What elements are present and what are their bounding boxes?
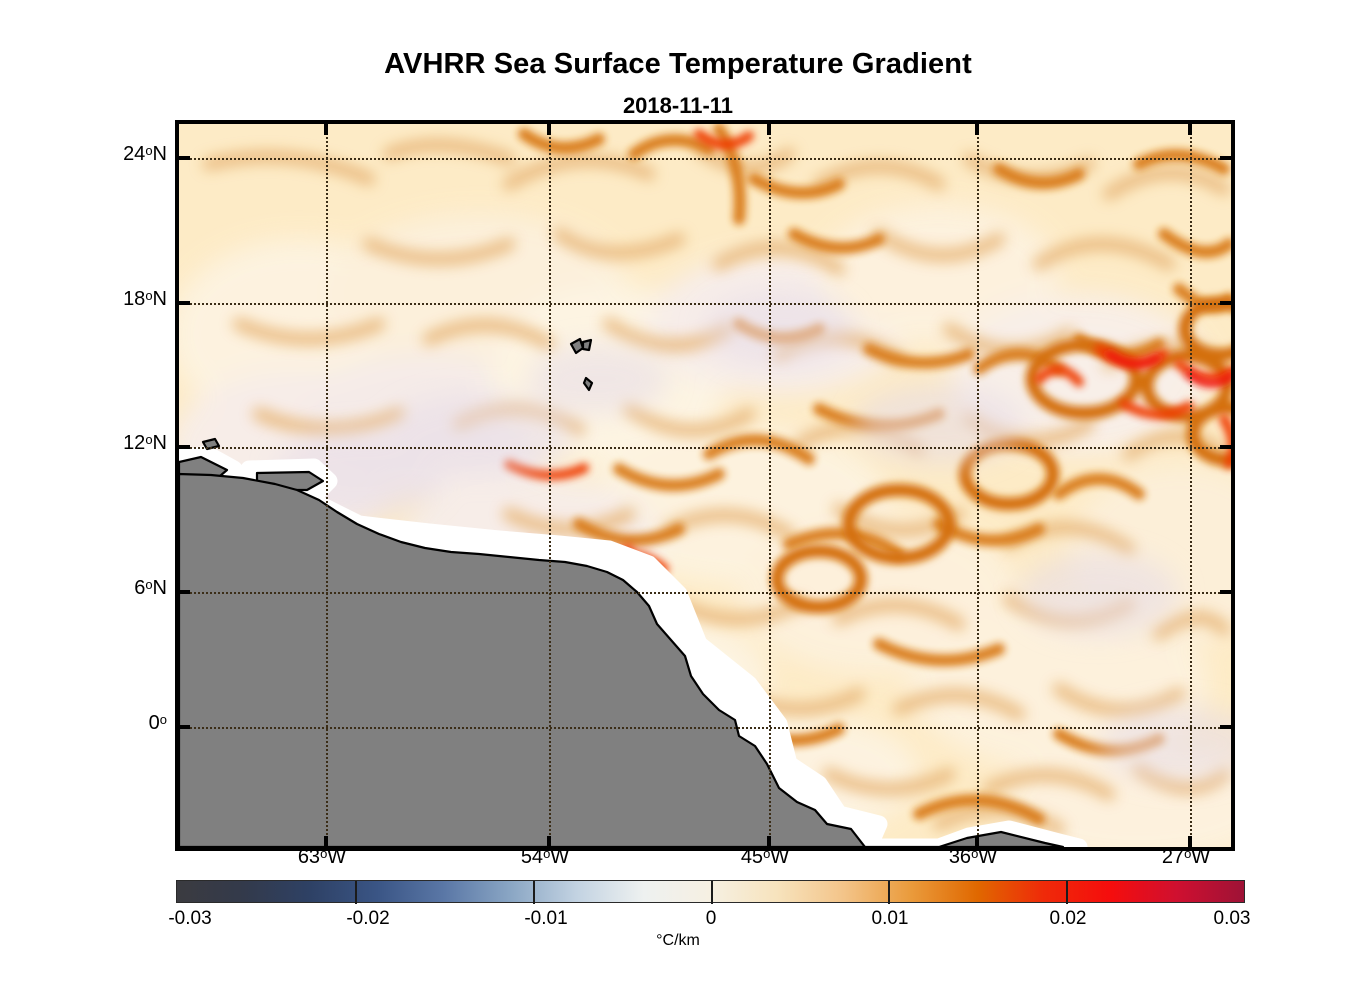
tick-right-6n bbox=[1220, 590, 1231, 594]
map-canvas bbox=[179, 124, 1231, 847]
colorbar-tick-2 bbox=[532, 881, 535, 904]
tick-right-18n bbox=[1220, 301, 1231, 305]
colorbar-label-n001: -0.01 bbox=[524, 908, 568, 929]
tick-right-12n bbox=[1220, 445, 1231, 449]
tick-top-27w bbox=[1188, 124, 1192, 135]
colorbar[interactable] bbox=[176, 880, 1245, 904]
tick-left-12n bbox=[179, 445, 190, 449]
colorbar-tick-3 bbox=[710, 881, 713, 904]
tick-left-6n bbox=[179, 590, 190, 594]
map-plot-area[interactable] bbox=[175, 120, 1235, 851]
tick-bottom-36w bbox=[975, 836, 979, 847]
tick-bottom-27w bbox=[1188, 836, 1192, 847]
tick-left-0 bbox=[179, 725, 190, 729]
tick-right-24n bbox=[1220, 156, 1231, 160]
lon-label-63w: 63oW bbox=[297, 846, 347, 868]
colorbar-unit-label: °C/km bbox=[656, 932, 700, 949]
lon-label-45w: 45oW bbox=[740, 846, 790, 868]
colorbar-label-p001: 0.01 bbox=[871, 908, 909, 929]
tick-left-18n bbox=[179, 301, 190, 305]
colorbar-label-max: 0.03 bbox=[1213, 908, 1251, 929]
lat-label-24n: 24oN bbox=[123, 143, 167, 165]
lon-label-27w: 27oW bbox=[1161, 846, 1211, 868]
page-title: AVHRR Sea Surface Temperature Gradient bbox=[384, 48, 972, 80]
colorbar-tick-5 bbox=[1066, 881, 1069, 904]
colorbar-tick-1 bbox=[354, 881, 357, 904]
colorbar-label-min: -0.03 bbox=[168, 908, 212, 929]
tick-bottom-63w bbox=[324, 836, 328, 847]
page-subtitle: 2018-11-11 bbox=[622, 93, 734, 118]
tick-top-45w bbox=[767, 124, 771, 135]
lon-label-36w: 36oW bbox=[948, 846, 998, 868]
colorbar-label-zero: 0 bbox=[705, 908, 717, 929]
colorbar-label-n002: -0.02 bbox=[346, 908, 390, 929]
tick-bottom-45w bbox=[767, 836, 771, 847]
lat-label-18n: 18oN bbox=[123, 288, 167, 310]
tick-top-36w bbox=[975, 124, 979, 135]
tick-top-63w bbox=[324, 124, 328, 135]
colorbar-tick-4 bbox=[888, 881, 891, 904]
lat-label-6n: 6oN bbox=[134, 577, 167, 599]
lon-label-54w: 54oW bbox=[520, 846, 570, 868]
tick-left-24n bbox=[179, 156, 190, 160]
lat-label-12n: 12oN bbox=[123, 432, 167, 454]
tick-right-0 bbox=[1220, 725, 1231, 729]
tick-top-54w bbox=[547, 124, 551, 135]
tick-bottom-54w bbox=[547, 836, 551, 847]
land-mask-layer bbox=[179, 337, 1088, 847]
lat-label-0: 0o bbox=[148, 712, 167, 734]
colorbar-label-p002: 0.02 bbox=[1049, 908, 1087, 929]
